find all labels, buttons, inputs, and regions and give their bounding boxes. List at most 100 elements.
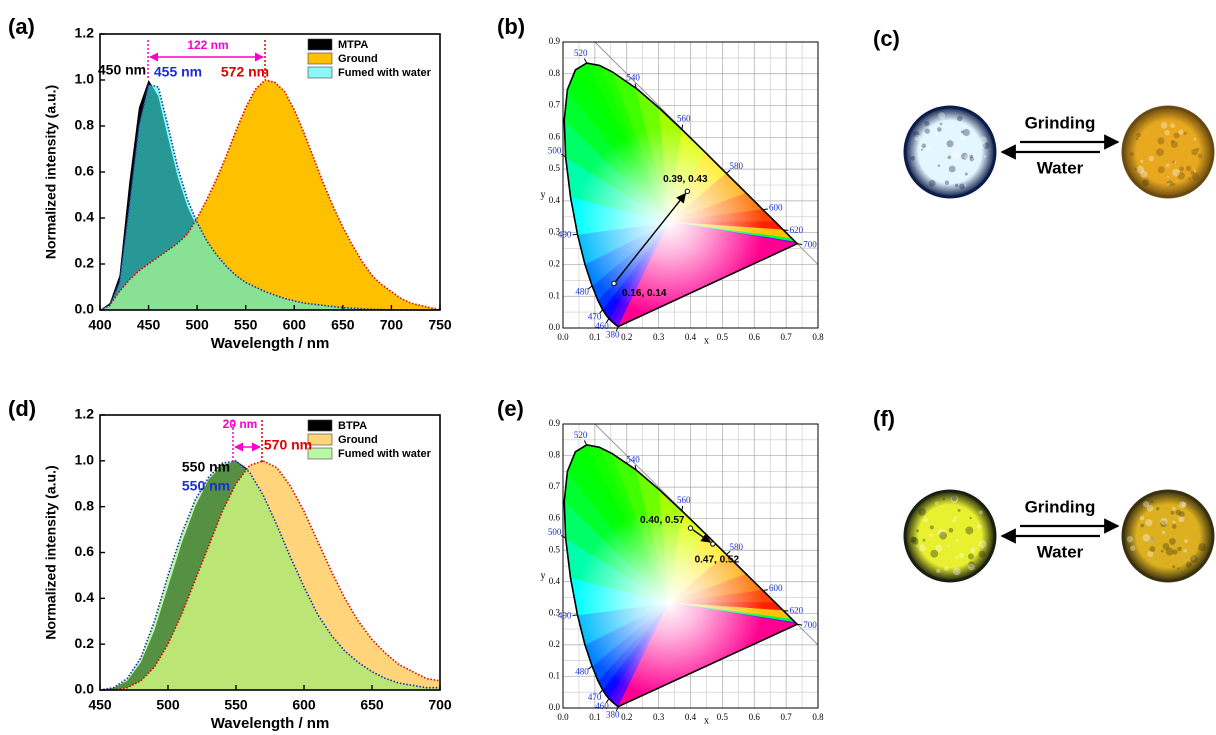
photo-texture: [1170, 123, 1175, 129]
locus-label: 490: [558, 610, 572, 620]
photo-texture: [1167, 175, 1170, 178]
photo-texture: [944, 566, 949, 571]
photo-texture: [968, 563, 975, 571]
photo-texture: [1156, 506, 1160, 511]
x-tick-label: 0.5: [717, 712, 729, 722]
locus-tick: [583, 58, 588, 64]
photo-texture: [959, 134, 966, 141]
photo-texture: [979, 136, 988, 144]
photo-texture: [981, 546, 984, 549]
locus-label: 490: [558, 230, 572, 240]
point-label: 0.16, 0.14: [622, 288, 667, 299]
photo-texture: [1190, 555, 1198, 563]
photo-texture: [968, 561, 975, 568]
locus-label: 620: [790, 605, 804, 615]
photo-texture: [1142, 533, 1151, 542]
panel-label: (c): [873, 26, 900, 51]
photo-texture: [979, 540, 987, 548]
photo-texture: [1190, 170, 1195, 175]
photo-texture: [1177, 171, 1185, 180]
photo-texture: [1173, 161, 1177, 164]
locus-tick: [615, 326, 619, 332]
photo-texture: [961, 152, 969, 160]
locus-tick: [797, 623, 803, 626]
photo-texture: [1140, 170, 1148, 178]
photo-texture: [950, 123, 955, 128]
photo-texture: [1181, 502, 1187, 508]
cie-point: [684, 188, 691, 195]
photo-texture: [947, 545, 950, 548]
photo-texture: [966, 155, 974, 162]
photo-texture: [1149, 546, 1156, 553]
series-area: [100, 460, 440, 690]
locus-tick: [599, 309, 603, 314]
x-tick-label: 450: [88, 697, 112, 713]
y-tick-label: 0.6: [75, 163, 95, 179]
locus-tick: [762, 208, 768, 211]
cie-point: [687, 525, 694, 531]
legend-swatch: [307, 433, 333, 446]
x-tick-label: 0.1: [589, 332, 600, 342]
locus-label: 540: [626, 73, 640, 83]
photo-texture: [955, 538, 959, 542]
locus-label: 580: [730, 161, 744, 171]
locus-tick: [681, 124, 684, 130]
locus-label: 700: [803, 239, 817, 249]
photo-texture: [1161, 530, 1166, 535]
photo-texture: [920, 148, 924, 151]
photo-texture: [1172, 565, 1176, 568]
photo-texture: [1160, 122, 1168, 129]
forward-label: Grinding: [1025, 113, 1096, 132]
y-axis-label: Normalized intensity (a.u.): [43, 465, 59, 639]
locus-label: 500: [548, 146, 562, 156]
photo-texture: [1171, 524, 1177, 529]
annotation: 550 nm: [182, 478, 230, 494]
x-tick-label: 0.7: [781, 332, 793, 342]
photo-texture: [1136, 132, 1142, 138]
photo-texture: [924, 128, 930, 134]
photo-texture: [918, 508, 926, 516]
y-tick-label: 0.4: [75, 209, 95, 225]
photo-texture: [962, 128, 970, 137]
photo-texture: [913, 131, 920, 138]
point-label: 0.40, 0.57: [640, 515, 685, 526]
sample-photo: [903, 489, 997, 583]
x-tick-label: 0.5: [717, 332, 729, 342]
photo-texture: [1191, 173, 1200, 181]
locus-label: 380: [606, 329, 620, 339]
y-axis-label: y: [541, 570, 546, 581]
y-tick-label: 1.0: [75, 71, 95, 87]
photo-texture: [969, 547, 976, 554]
photo-texture: [947, 155, 952, 160]
x-tick-label: 550: [224, 697, 248, 713]
locus-label: 620: [790, 225, 804, 235]
photo-texture: [1197, 153, 1203, 159]
panel-label: (b): [497, 14, 525, 39]
photo-texture: [969, 154, 974, 159]
photo-texture: [1191, 556, 1196, 561]
legend-label: Ground: [338, 434, 378, 446]
x-tick-label: 700: [428, 697, 452, 713]
y-tick-label: 1.2: [75, 25, 95, 41]
photo-texture: [953, 567, 961, 576]
photo-texture: [1140, 159, 1144, 163]
y-tick-label: 0.4: [75, 589, 95, 605]
x-tick-label: 500: [156, 697, 180, 713]
annotation: 20 nm: [223, 417, 258, 431]
y-tick-label: 0.6: [549, 513, 561, 523]
legend-label: Fumed with water: [338, 67, 432, 79]
photo-texture: [957, 508, 961, 512]
locus-label: 580: [730, 542, 744, 552]
photo-texture: [1126, 535, 1134, 543]
photo-texture: [1191, 148, 1198, 156]
y-tick-label: 0.2: [549, 259, 560, 269]
x-axis-label: x: [704, 715, 709, 726]
locus-label: 600: [769, 583, 783, 593]
y-tick-label: 0.4: [549, 195, 561, 205]
locus-tick: [726, 169, 731, 174]
photo-texture: [916, 545, 919, 548]
photo-texture: [910, 155, 916, 161]
y-tick-label: 0.3: [549, 607, 561, 617]
y-tick-label: 0.5: [549, 163, 561, 173]
photo-texture: [918, 544, 926, 552]
